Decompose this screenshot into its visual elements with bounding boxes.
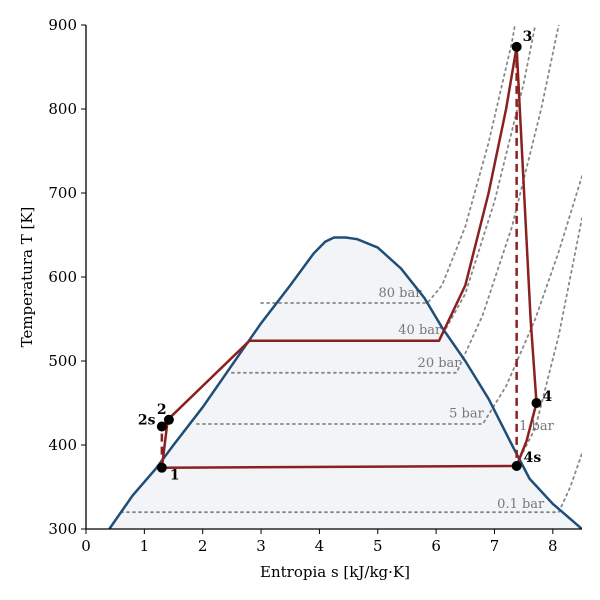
- state-point-label: 1: [170, 468, 180, 484]
- isobar-label: 40 bar: [398, 323, 442, 338]
- isobar-label: 80 bar: [378, 286, 422, 301]
- state-point-label: 2: [157, 402, 167, 418]
- state-point-label: 4: [542, 389, 552, 405]
- x-tick-label: 2: [198, 537, 208, 555]
- state-point-label: 2s: [138, 413, 156, 429]
- x-tick-label: 7: [490, 537, 500, 555]
- state-point: [511, 41, 522, 52]
- state-point: [511, 461, 522, 471]
- y-tick-label: 600: [48, 268, 77, 286]
- saturation-dome-curve: [108, 236, 582, 529]
- x-tick-label: 3: [256, 537, 266, 555]
- x-tick-label: 1: [140, 537, 150, 555]
- y-tick-label: 900: [48, 16, 77, 34]
- x-tick-label: 5: [373, 537, 383, 555]
- isobar-label: 5 bar: [449, 406, 484, 421]
- state-point: [156, 462, 167, 473]
- cycle-path: [160, 45, 538, 469]
- isobar-line: [514, 217, 582, 469]
- x-tick-label: 8: [548, 537, 558, 555]
- y-axis-title: Temperatura T [K]: [18, 207, 36, 348]
- isobar-line: [120, 452, 582, 514]
- isobar-label: 20 bar: [418, 356, 462, 371]
- isobar-label: 1 bar: [519, 419, 554, 434]
- x-tick-label: 4: [315, 537, 325, 555]
- axes: 0 1 2 3 4 5 6 7 8 300 400 500 600 700 800 900: [48, 16, 582, 555]
- state-point: [163, 414, 174, 425]
- state-point-label: 3: [523, 29, 533, 45]
- x-tick-label: 6: [431, 537, 441, 555]
- x-axis-title: Entropia s [kJ/kg·K]: [260, 563, 410, 581]
- plot-area: 80 bar 40 bar 20 bar 5 bar 1 bar 0.1 bar 1 22s 3…: [108, 25, 582, 529]
- isobar-line: [195, 175, 582, 425]
- state-point-label: 4s: [524, 450, 542, 466]
- isobar-label: 0.1 bar: [497, 497, 545, 512]
- state-point: [531, 398, 542, 408]
- plot-content: 80 bar 40 bar 20 bar 5 bar 1 bar 0.1 bar: [108, 25, 582, 529]
- state-point: [156, 421, 167, 432]
- x-tick-label: 0: [81, 537, 91, 555]
- isobar-line: [260, 25, 516, 304]
- isobar-line: [230, 25, 560, 374]
- y-tick-label: 500: [48, 352, 77, 370]
- y-tick-label: 400: [48, 436, 77, 454]
- saturation-dome-fill: [109, 237, 582, 529]
- y-tick-label: 300: [48, 520, 77, 538]
- y-tick-label: 700: [48, 184, 77, 202]
- y-tick-label: 800: [48, 100, 77, 118]
